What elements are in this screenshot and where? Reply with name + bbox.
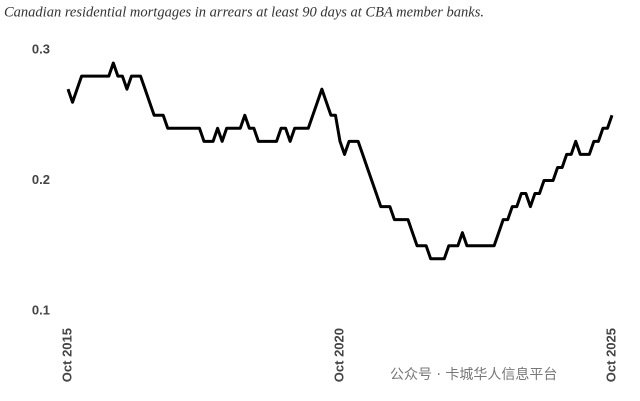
x-tick-label: Oct 2025 [603, 328, 618, 382]
y-tick-label: 0.2 [32, 172, 50, 187]
x-tick-label: Oct 2020 [331, 328, 346, 382]
y-tick-label: 0.3 [32, 41, 50, 56]
chart-title: Canadian residential mortgages in arrear… [4, 4, 484, 20]
watermark: 公众号 · 卡城华人信息平台 [390, 366, 557, 383]
line [66, 61, 614, 261]
x-tick-label: Oct 2015 [59, 328, 74, 382]
y-tick-label: 0.1 [32, 302, 50, 317]
